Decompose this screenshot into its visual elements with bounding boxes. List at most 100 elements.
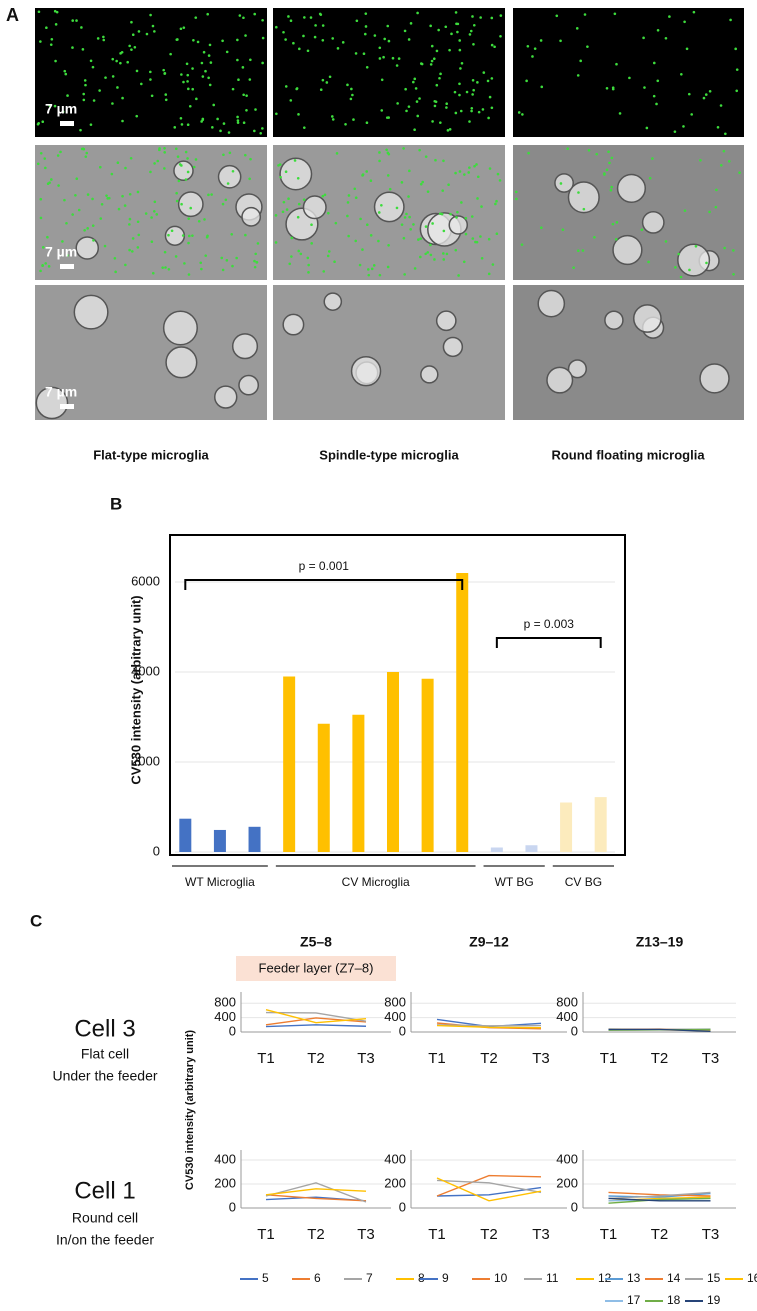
fluorescent-dot xyxy=(456,22,460,26)
fluorescent-dot xyxy=(153,30,156,33)
bar xyxy=(213,829,226,852)
fluorescent-dot xyxy=(472,23,476,27)
fluorescent-dot xyxy=(328,75,332,79)
fluorescent-dot xyxy=(365,170,368,173)
fluorescent-dot xyxy=(39,197,43,201)
fluorescent-dot xyxy=(517,111,521,114)
fluorescent-dot xyxy=(386,265,390,269)
line-series xyxy=(608,1197,711,1202)
x-tick-label: T2 xyxy=(480,1226,498,1243)
fluorescent-dot xyxy=(65,221,68,225)
fluorescent-dot xyxy=(454,248,458,252)
fluorescent-dot xyxy=(99,217,103,220)
fluorescent-dot xyxy=(121,119,124,123)
cell-shape xyxy=(641,210,665,234)
fluorescent-dot xyxy=(540,226,543,229)
fluorescent-dot xyxy=(355,19,359,23)
fluorescent-dot xyxy=(365,121,369,125)
fluorescent-dot xyxy=(249,58,252,62)
fluorescent-dot xyxy=(261,18,264,22)
fluorescent-dot xyxy=(212,103,216,107)
fluorescent-dot xyxy=(424,225,428,228)
fluorescent-dot xyxy=(418,97,421,100)
fluorescent-dot xyxy=(372,264,376,267)
fluorescent-dot xyxy=(140,82,143,86)
cell-shape xyxy=(214,385,238,409)
fluorescent-dot xyxy=(445,102,449,106)
fluorescent-dot xyxy=(194,16,198,19)
fluorescent-dot xyxy=(727,159,731,163)
fluorescent-dot xyxy=(347,194,351,197)
fluorescent-dot xyxy=(471,93,474,96)
fluorescent-dot xyxy=(170,229,174,233)
fluorescent-dot xyxy=(121,194,124,198)
fluorescent-dot xyxy=(475,240,479,244)
fluorescent-dot xyxy=(155,213,159,216)
fluorescent-dot xyxy=(525,79,528,83)
fluorescent-dot xyxy=(587,148,591,152)
y-tick-label: 6000 xyxy=(131,573,160,588)
fluorescent-dot xyxy=(61,240,64,243)
fluorescent-dot xyxy=(290,255,293,258)
legend-label: 7 xyxy=(366,1271,373,1285)
cell-shape xyxy=(435,310,457,332)
fluorescent-dot xyxy=(439,121,442,124)
fluorescent-dot xyxy=(722,149,726,153)
fluorescent-dot xyxy=(487,272,491,276)
fluorescent-dot xyxy=(515,197,518,201)
fluorescent-dot xyxy=(318,12,322,16)
fluorescent-dot xyxy=(116,86,119,89)
fluorescent-dot xyxy=(282,200,286,204)
fluorescent-dot xyxy=(344,122,347,126)
fluorescent-dot xyxy=(242,16,245,20)
fluorescent-dot xyxy=(679,275,683,279)
fluorescent-dot xyxy=(86,193,90,196)
fluorescent-dot xyxy=(184,178,188,181)
fluorescent-dot xyxy=(468,33,472,36)
fluorescent-dot xyxy=(444,25,448,29)
fluorescent-dot xyxy=(186,170,190,174)
cell-shape xyxy=(554,173,574,193)
fluorescent-dot xyxy=(472,42,475,46)
fluorescent-dot xyxy=(167,233,170,237)
cell-shape xyxy=(173,160,194,182)
fluorescent-dot xyxy=(135,114,139,118)
panel-label: C xyxy=(30,911,42,930)
fluorescent-dot xyxy=(309,16,313,19)
fluorescent-dot xyxy=(287,15,290,18)
fluorescent-dot xyxy=(732,249,735,252)
fluorescent-dot xyxy=(124,263,127,267)
fluorescent-dot xyxy=(407,195,410,198)
fluorescent-dot xyxy=(150,94,154,98)
y-axis-label: CV530 intensity (arbitrary unit) xyxy=(184,1030,196,1190)
fluorescent-dot xyxy=(708,89,712,93)
y-tick-label: 2000 xyxy=(131,753,160,768)
fluorescent-dot xyxy=(176,38,179,41)
fluorescent-dot xyxy=(230,232,234,236)
fluorescent-dot xyxy=(533,47,537,50)
fluorescent-dot xyxy=(495,232,499,236)
line-series xyxy=(265,1009,367,1024)
fluorescent-dot xyxy=(182,80,185,84)
x-tick-label: T1 xyxy=(257,1050,275,1067)
fluorescent-dot xyxy=(467,171,470,174)
fluorescent-dot xyxy=(290,236,294,240)
fluorescent-dot xyxy=(456,30,459,34)
x-tick-label: T1 xyxy=(257,1226,275,1243)
fluorescent-dot xyxy=(236,115,239,119)
fluorescent-dot xyxy=(75,19,78,22)
fluorescent-dot xyxy=(442,159,445,163)
fluorescent-dot xyxy=(149,70,152,74)
fluorescent-dot xyxy=(61,110,65,114)
fluorescent-dot xyxy=(150,240,154,244)
fluorescent-dot xyxy=(424,252,427,256)
fluorescent-dot xyxy=(210,193,213,196)
fluorescent-dot xyxy=(719,104,723,107)
fluorescent-dot xyxy=(723,246,726,250)
fluorescent-dot xyxy=(39,269,42,273)
fluorescent-dot xyxy=(439,72,442,76)
fluorescent-dot xyxy=(245,109,248,112)
fluorescent-dot xyxy=(82,92,86,96)
group-label: WT Microglia xyxy=(185,875,255,889)
fluorescent-dot xyxy=(418,148,421,152)
